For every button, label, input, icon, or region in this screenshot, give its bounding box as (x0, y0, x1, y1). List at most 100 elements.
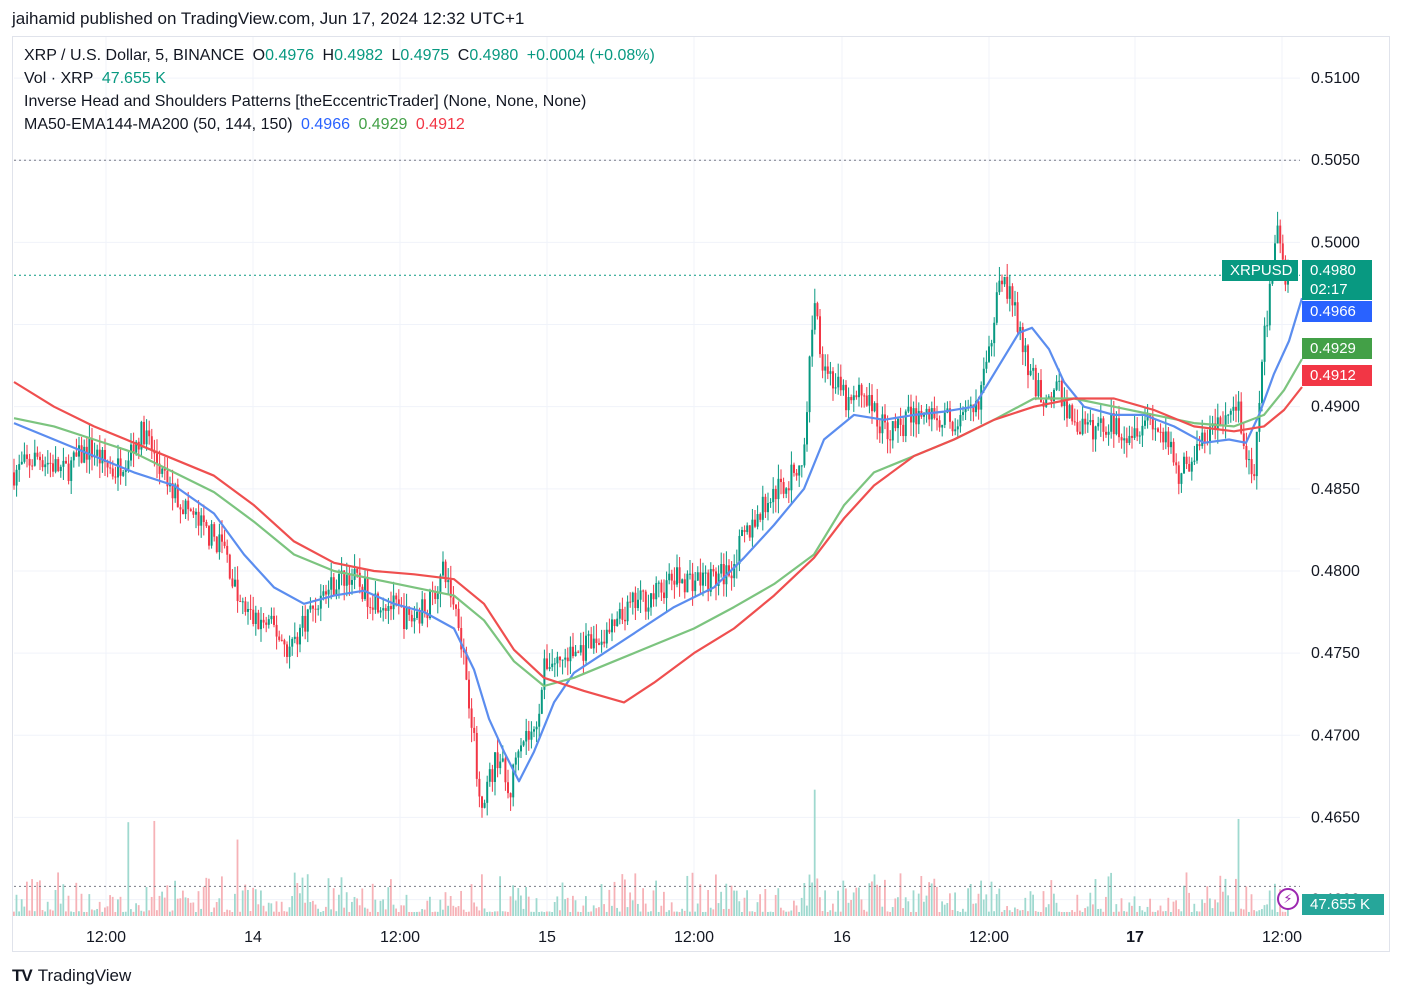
candle-body (127, 460, 130, 470)
candle-body (1136, 428, 1139, 437)
volume-bar (1240, 908, 1242, 916)
lightning-icon[interactable]: ⚡ (1277, 888, 1299, 910)
volume-bar (221, 876, 223, 916)
candle-body (18, 464, 21, 470)
volume-bar (319, 911, 322, 916)
volume-bar (1055, 902, 1058, 916)
candle-body (1232, 406, 1235, 411)
publisher-line: jaihamid published on TradingView.com, J… (12, 9, 525, 28)
volume-bar (481, 874, 483, 916)
volume-bar (525, 887, 527, 916)
volume-bar (1016, 908, 1019, 916)
volume-bar (1162, 911, 1164, 916)
candle-body (1115, 418, 1118, 435)
candle-body (473, 727, 476, 733)
candle-body (863, 395, 866, 397)
volume-bar (930, 883, 933, 916)
volume-bar (1141, 910, 1144, 916)
volume-bar (1047, 904, 1050, 916)
indicator-legend-pattern[interactable]: Inverse Head and Shoulders Patterns [the… (24, 93, 590, 111)
candle-body (410, 614, 413, 622)
volume-bar (1115, 904, 1118, 916)
candle-body (429, 590, 431, 619)
candle-body (1125, 438, 1128, 443)
volume-bar (413, 911, 416, 916)
volume-bar (452, 905, 455, 916)
candle-body (631, 592, 634, 603)
candle-body (1068, 405, 1071, 419)
candle-body (88, 438, 91, 460)
candle-body (1185, 456, 1188, 465)
candle-body (293, 636, 296, 639)
x-tick-label: 16 (833, 929, 851, 946)
candle-body (743, 529, 746, 533)
candle-body (96, 449, 99, 456)
volume-bar (189, 902, 192, 916)
candle-body (891, 421, 894, 441)
candle-body (1261, 361, 1263, 403)
chart-frame[interactable] (12, 36, 1390, 952)
candle-body (811, 329, 814, 357)
volume-bar (410, 911, 413, 916)
candle-body (221, 534, 223, 542)
candle-body (696, 572, 699, 581)
volume-bar (535, 898, 538, 916)
candle-body (447, 580, 450, 583)
volume-bar (941, 901, 943, 916)
candle-body (1032, 367, 1035, 371)
candle-body (1255, 431, 1258, 477)
candle-body (1144, 420, 1146, 426)
candle-body (72, 452, 75, 461)
candle-body (348, 575, 351, 585)
volume-bar (543, 911, 546, 916)
volume-bar (28, 910, 31, 916)
candle-body (1097, 422, 1100, 427)
volume-bar (59, 903, 62, 916)
candle-body (543, 658, 546, 690)
candle-body (800, 465, 803, 467)
volume-legend[interactable]: Vol · XRP 47.655 K (24, 70, 170, 88)
candle-body (187, 500, 190, 510)
candle-body (894, 421, 897, 429)
volume-bar (169, 911, 171, 916)
volume-bar (566, 897, 569, 916)
candle-body (1102, 418, 1105, 432)
volume-bar (520, 895, 522, 916)
volume-bar (80, 893, 83, 916)
volume-bar (826, 911, 829, 916)
volume-bar (533, 911, 535, 916)
indicator-legend-ma[interactable]: MA50-EMA144-MA200 (50, 144, 150) 0.4966 … (24, 116, 469, 134)
ohlc-legend[interactable]: XRP / U.S. Dollar, 5, BINANCE O0.4976 H0… (24, 47, 659, 65)
volume-bar (842, 880, 845, 916)
volume-bar (1146, 906, 1149, 916)
volume-bar (759, 894, 761, 916)
candle-body (215, 536, 218, 553)
volume-bar (15, 894, 18, 916)
candle-body (977, 401, 980, 410)
ema144-legend-value: 0.4929 (358, 116, 408, 133)
candle-body (707, 572, 710, 592)
ma200-legend-value: 0.4912 (415, 116, 465, 133)
candle-body (826, 366, 829, 374)
candle-body (195, 511, 197, 515)
candle-body (657, 582, 660, 584)
candle-body (561, 659, 564, 661)
volume-label: Vol · XRP (24, 70, 94, 87)
volume-bar (540, 911, 543, 916)
volume-bar (111, 896, 114, 916)
volume-bar (959, 911, 962, 916)
volume-bar (447, 905, 449, 916)
candle-body (621, 608, 624, 620)
candle-body (1001, 280, 1003, 285)
candle-body (91, 438, 93, 458)
candle-body (897, 418, 899, 429)
candle-body (322, 591, 325, 596)
volume-bar (1040, 911, 1042, 916)
candle-body (611, 619, 613, 633)
volume-bar (366, 908, 369, 916)
candle-body (1227, 414, 1230, 416)
volume-bar (689, 911, 691, 916)
volume-bar (650, 911, 652, 916)
brand[interactable]: TV TradingView (12, 966, 131, 986)
